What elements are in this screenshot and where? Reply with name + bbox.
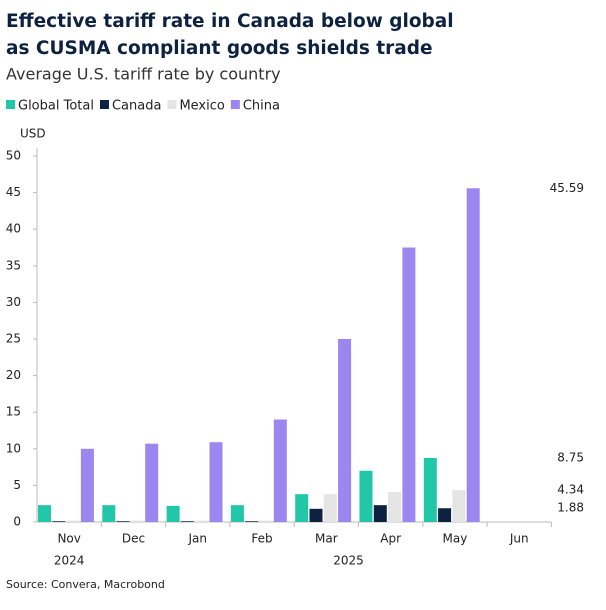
x-tick-label: Jan (188, 532, 208, 546)
x-tick-label: Mar (315, 532, 338, 546)
bar (273, 419, 287, 522)
bar (466, 188, 480, 523)
legend-label: China (243, 99, 280, 114)
y-tick-label: 0 (13, 515, 21, 529)
chart-subtitle: Average U.S. tariff rate by country (6, 65, 281, 84)
year-label: 2024 (54, 554, 85, 568)
bar (438, 508, 452, 522)
y-tick-label: 40 (6, 222, 21, 236)
bar (245, 521, 259, 522)
bar (338, 339, 352, 522)
value-label: 4.34 (557, 483, 584, 497)
legend-label: Global Total (18, 99, 94, 114)
y-tick-label: 10 (6, 441, 21, 455)
bar (295, 494, 309, 522)
bar (130, 520, 144, 522)
source: Source: Convera, Macrobond (6, 578, 165, 591)
x-tick-label: Feb (251, 532, 272, 546)
bar (180, 521, 194, 522)
y-tick-label: 45 (6, 185, 21, 199)
x-tick-label: May (443, 532, 468, 546)
bar (116, 521, 130, 522)
bar (52, 521, 66, 522)
bar (66, 520, 80, 522)
y-tick-label: 50 (6, 149, 21, 163)
bar (402, 247, 416, 522)
legend-label: Canada (112, 99, 161, 114)
y-tick-label: 20 (6, 368, 21, 382)
legend-swatch (6, 100, 15, 109)
bar (323, 494, 337, 522)
legend-swatch (99, 100, 109, 109)
x-tick-label: Nov (57, 532, 80, 546)
bar (209, 442, 223, 522)
year-label: 2025 (333, 554, 364, 568)
bar (373, 505, 387, 522)
bar (309, 508, 323, 522)
value-label: 1.88 (557, 501, 584, 515)
y-tick-label: 25 (6, 332, 21, 346)
bar (102, 505, 116, 522)
bar (259, 520, 273, 522)
legend-swatch (230, 100, 240, 109)
y-tick-label: 35 (6, 258, 21, 272)
x-tick-label: Apr (380, 532, 401, 546)
bar (166, 505, 180, 522)
y-tick-label: 30 (6, 295, 21, 309)
y-tick-label: 5 (13, 478, 21, 492)
chart-title: Effective tariff rate in Canada below gl… (6, 11, 454, 59)
y-axis-label: USD (20, 127, 46, 141)
bar (195, 520, 209, 522)
value-label: 45.59 (550, 181, 584, 195)
bar (388, 491, 402, 522)
value-label: 8.75 (557, 450, 584, 464)
bar (38, 505, 51, 522)
bar (145, 443, 159, 522)
bar (423, 457, 437, 522)
bar (452, 490, 466, 522)
x-tick-label: Jun (509, 532, 529, 546)
y-tick-label: 15 (6, 405, 21, 419)
bar (359, 470, 373, 522)
legend-swatch (167, 100, 177, 109)
bar (80, 448, 94, 522)
x-tick-label: Dec (122, 532, 145, 546)
bar (230, 505, 244, 522)
legend-label: Mexico (179, 99, 224, 114)
